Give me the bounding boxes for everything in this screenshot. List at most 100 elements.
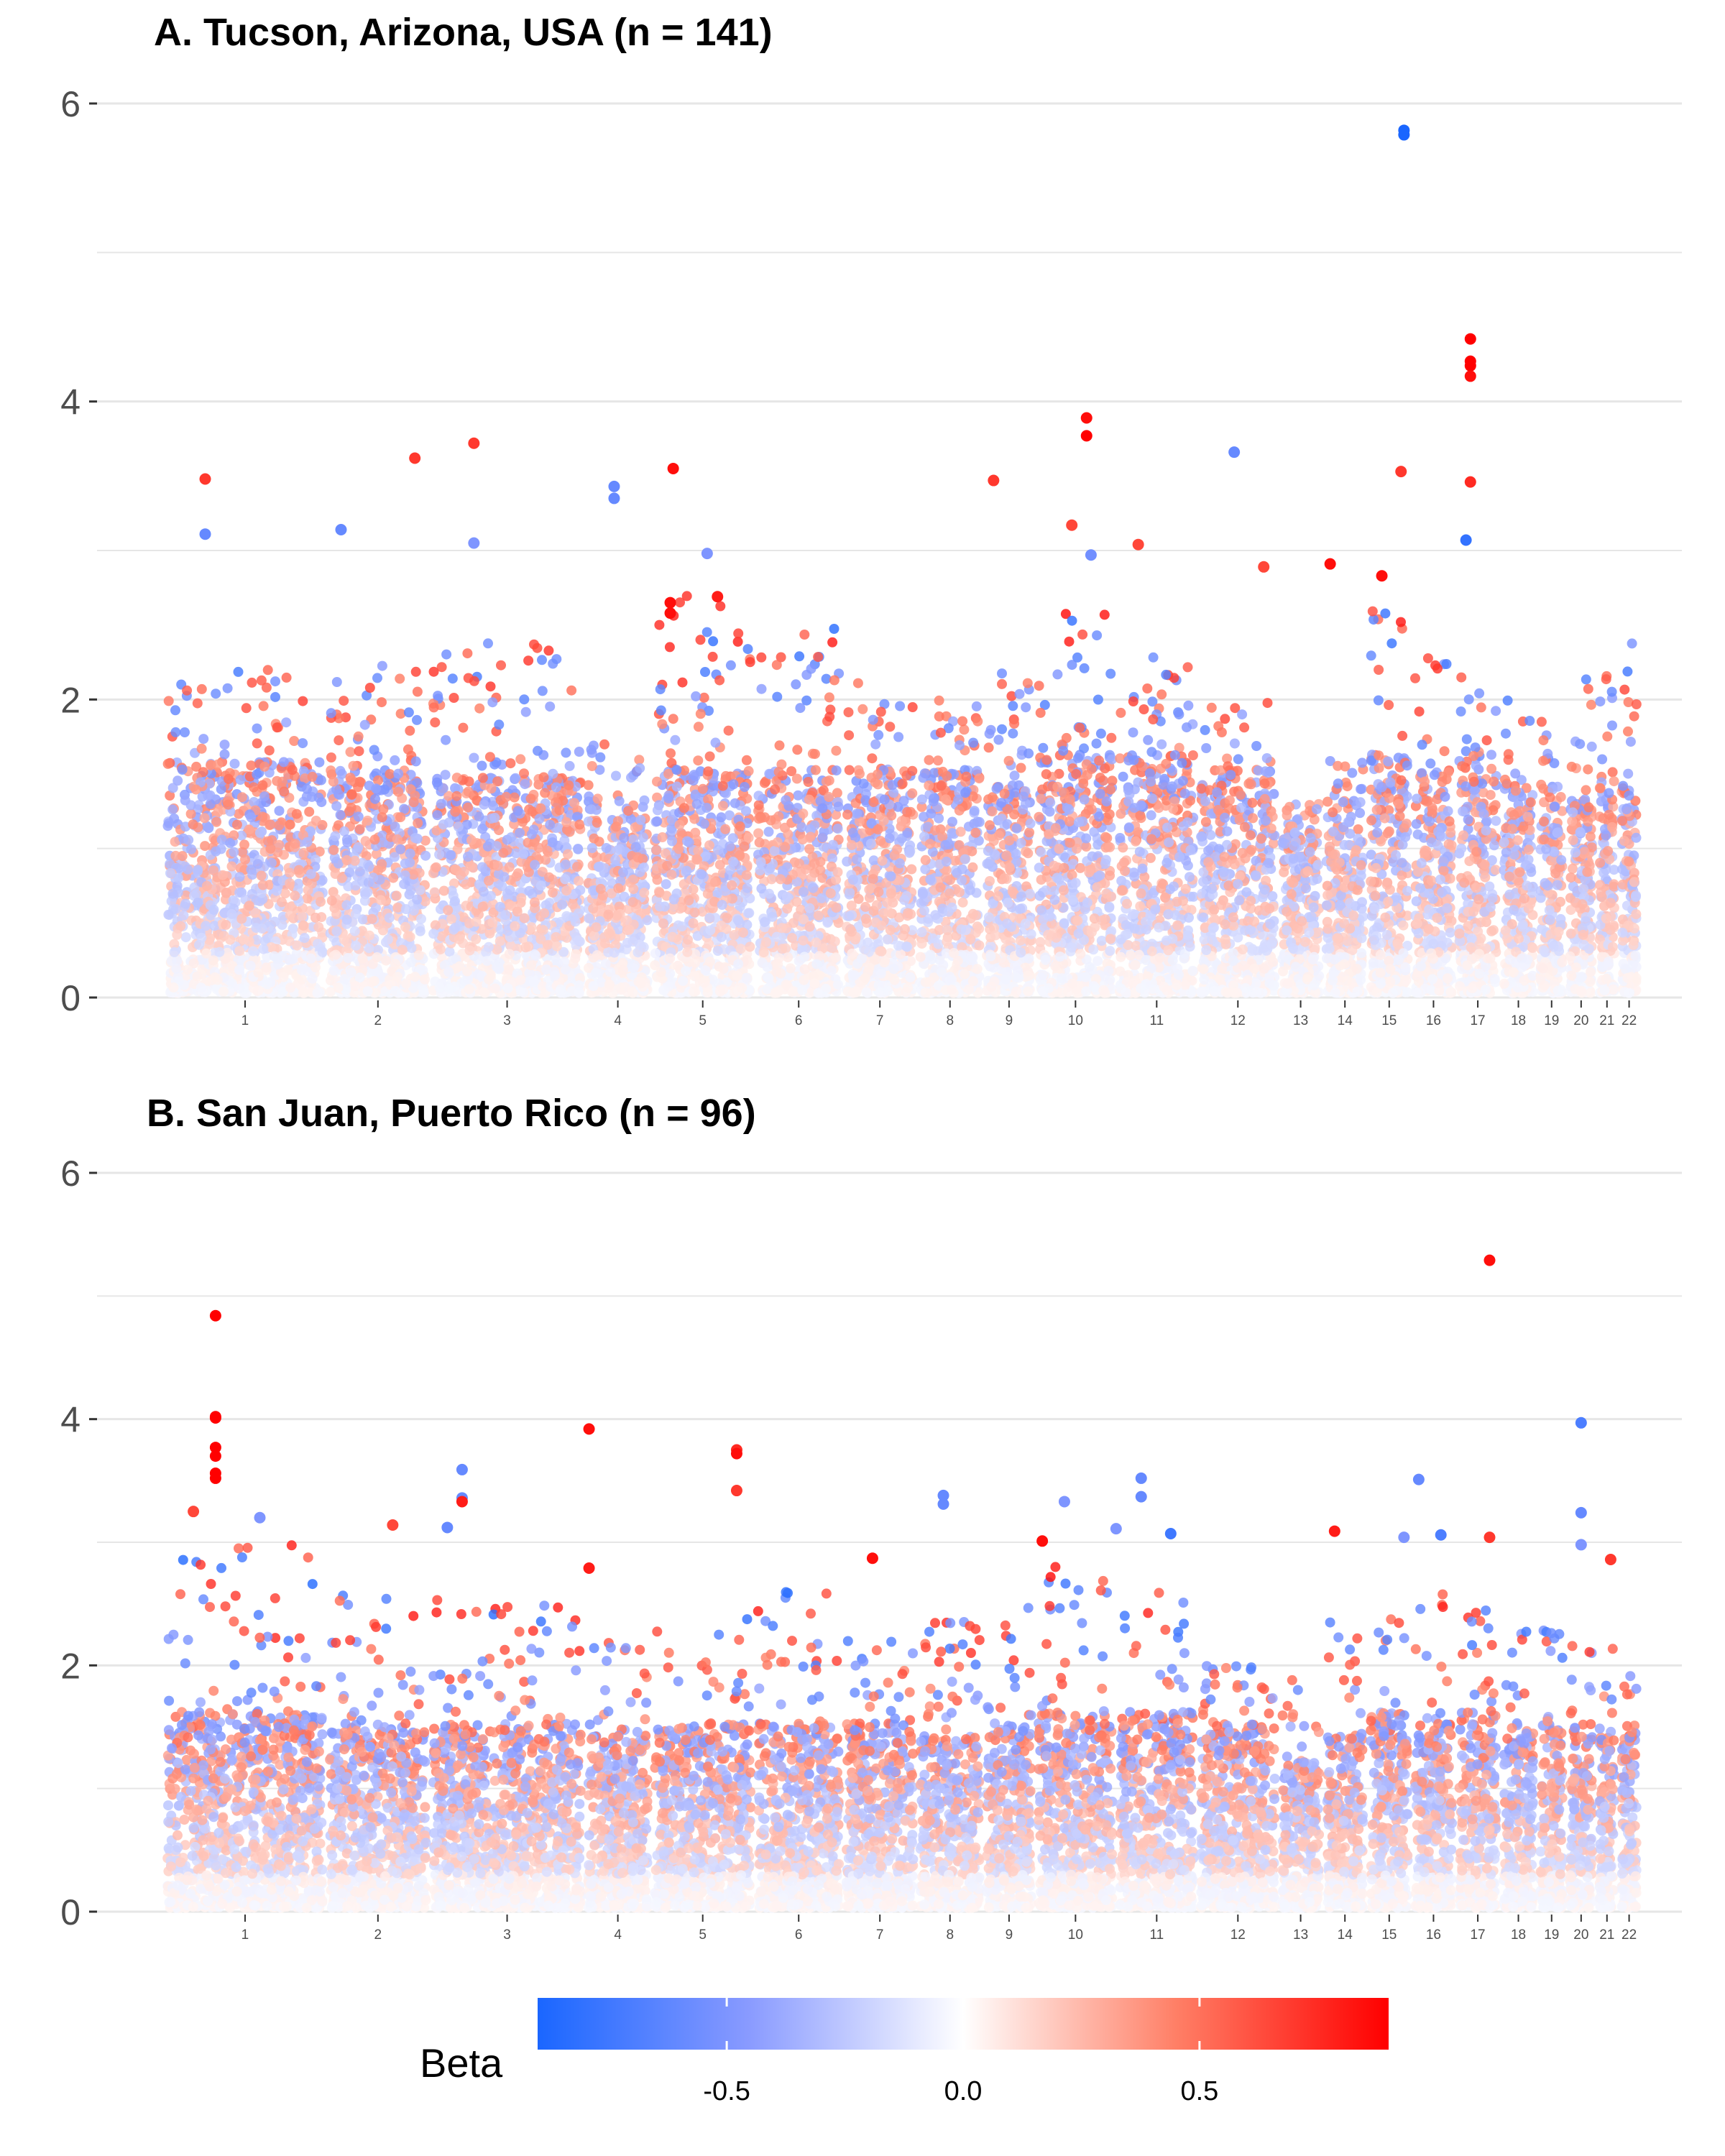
data-point: [234, 872, 245, 883]
data-point: [350, 909, 361, 920]
data-point: [236, 792, 247, 803]
data-point: [413, 818, 423, 829]
data-point: [418, 985, 429, 996]
data-point: [193, 898, 203, 908]
data-point: [170, 727, 181, 737]
data-point: [326, 765, 336, 776]
data-point: [339, 696, 349, 706]
data-point: [333, 982, 344, 993]
data-point: [785, 963, 796, 974]
data-point: [284, 936, 295, 946]
data-point: [443, 983, 454, 994]
data-point: [664, 642, 675, 653]
data-point: [183, 864, 193, 875]
data-point: [857, 704, 868, 714]
data-point: [458, 722, 469, 733]
data-point: [485, 681, 496, 692]
data-point: [328, 776, 339, 787]
data-point: [844, 765, 855, 775]
data-point: [172, 929, 183, 940]
data-point: [652, 816, 663, 826]
data-point: [792, 745, 803, 755]
data-point: [524, 804, 535, 815]
data-point: [827, 942, 837, 953]
data-point: [302, 837, 313, 847]
data-point: [717, 801, 728, 811]
data-point: [359, 886, 370, 897]
data-point: [826, 965, 837, 976]
data-point: [799, 952, 810, 962]
data-point: [745, 941, 755, 952]
data-point: [877, 855, 888, 866]
data-point: [262, 979, 272, 990]
data-point: [831, 765, 842, 776]
data-point: [438, 885, 449, 896]
data-point: [381, 955, 392, 966]
data-point: [665, 953, 676, 964]
data-point: [297, 911, 308, 922]
data-point: [370, 793, 380, 804]
data-point: [350, 981, 361, 991]
data-point: [239, 839, 249, 850]
data-point: [405, 848, 415, 859]
data-point: [824, 792, 834, 802]
data-point: [206, 768, 216, 779]
data-point: [611, 821, 622, 832]
data-point: [406, 943, 417, 954]
data-point: [550, 970, 560, 981]
data-point: [875, 836, 886, 847]
data-point: [534, 814, 545, 824]
data-point: [733, 959, 744, 969]
data-point: [774, 740, 785, 751]
data-point: [408, 906, 419, 916]
data-point: [775, 874, 786, 885]
data-point: [767, 911, 778, 922]
data-point: [400, 921, 410, 932]
data-point: [464, 776, 474, 787]
data-point: [415, 926, 426, 936]
data-point: [364, 943, 374, 954]
data-point: [895, 701, 906, 711]
data-point: [540, 788, 551, 798]
data-point: [599, 739, 610, 750]
data-point: [867, 753, 878, 764]
data-point: [226, 978, 237, 989]
data-point: [547, 837, 558, 848]
data-point: [564, 826, 575, 837]
data-point: [477, 773, 488, 783]
data-point: [378, 804, 389, 814]
data-point: [339, 934, 349, 945]
data-point: [658, 918, 668, 929]
data-point: [272, 722, 282, 733]
data-point: [200, 841, 211, 852]
data-point: [400, 858, 410, 869]
data-point: [791, 773, 802, 784]
data-point: [693, 755, 704, 766]
data-point: [542, 845, 553, 856]
data-point: [196, 743, 207, 754]
data-point: [873, 824, 883, 835]
data-point: [702, 987, 713, 998]
data-point: [761, 937, 771, 947]
data-point: [285, 867, 295, 878]
data-point: [781, 795, 791, 806]
data-point: [700, 667, 710, 677]
data-point: [673, 844, 684, 854]
data-point: [489, 812, 500, 823]
data-point: [171, 963, 182, 974]
data-point: [708, 636, 719, 647]
data-point: [257, 811, 268, 822]
data-point: [196, 683, 207, 694]
data-point: [592, 817, 602, 828]
data-point: [718, 964, 729, 975]
data-point: [588, 903, 599, 914]
data-point: [813, 910, 824, 921]
data-point: [216, 834, 227, 845]
data-point: [188, 958, 199, 969]
data-point: [791, 679, 801, 690]
data-point: [727, 880, 737, 890]
data-point: [436, 662, 447, 673]
data-point: [256, 675, 267, 686]
data-point: [372, 673, 382, 683]
data-point: [879, 957, 890, 968]
